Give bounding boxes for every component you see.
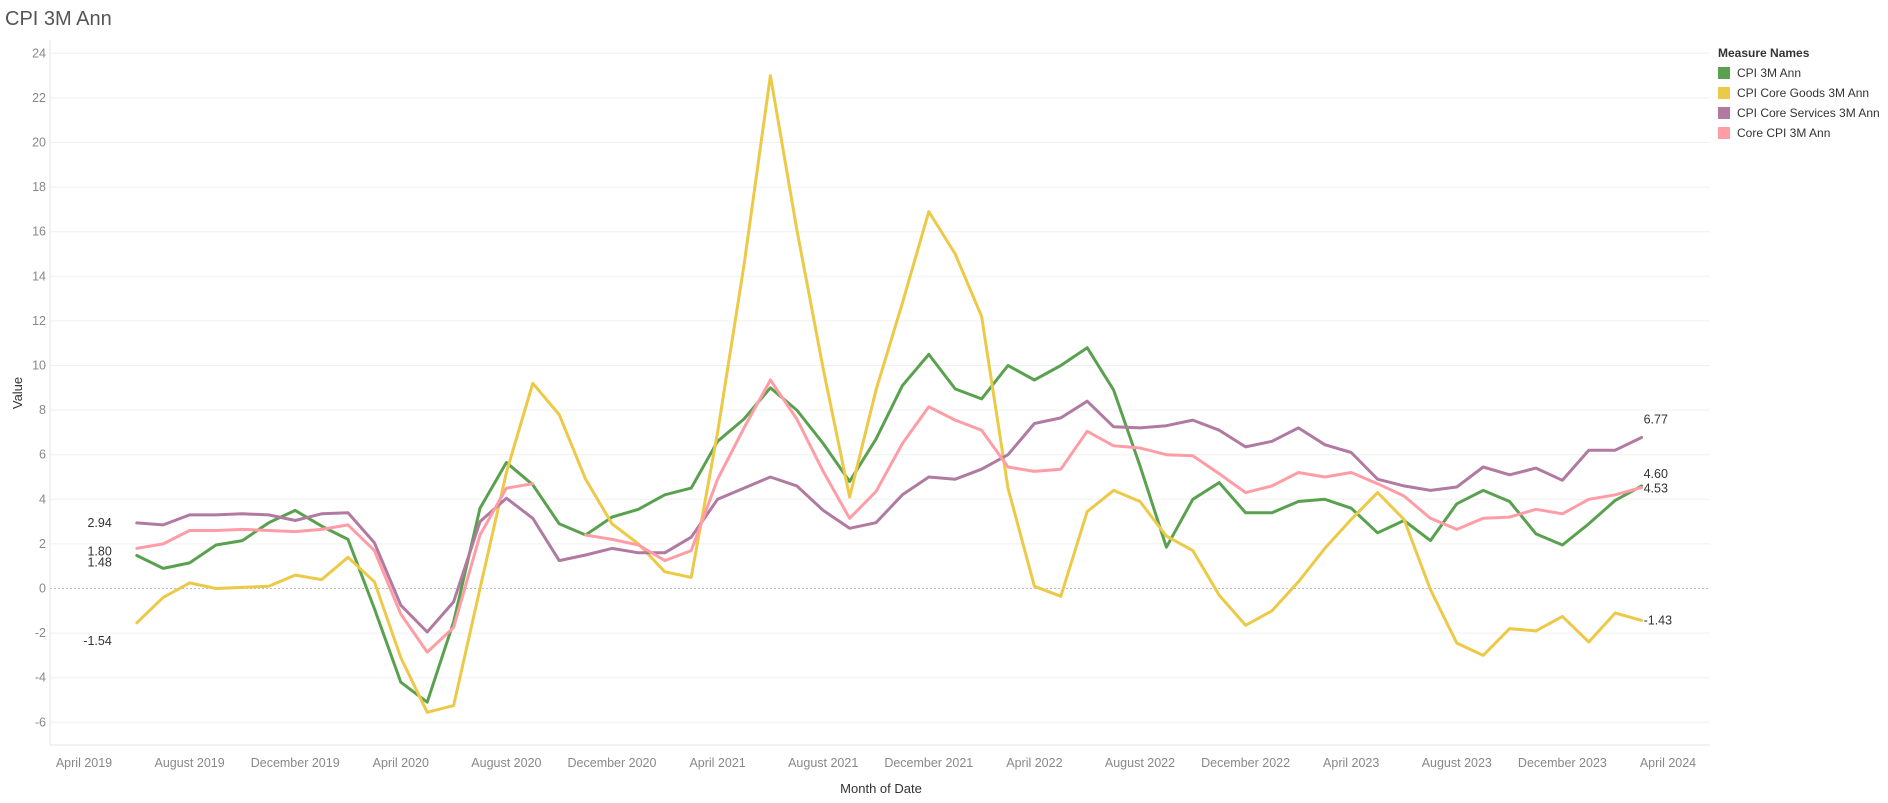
- x-tick-label: December 2020: [568, 756, 657, 770]
- x-tick-label: December 2022: [1201, 756, 1290, 770]
- legend-item[interactable]: CPI 3M Ann: [1718, 63, 1880, 83]
- gridlines: [49, 40, 1710, 746]
- y-tick-label: -4: [35, 671, 46, 685]
- legend: Measure Names CPI 3M Ann CPI Core Goods 3…: [1718, 46, 1880, 143]
- y-tick-label: 14: [32, 269, 46, 283]
- series-line-core-cpi-3m-ann: [135, 378, 1644, 654]
- y-tick-label: 16: [32, 225, 46, 239]
- y-tick-label: 0: [39, 582, 46, 596]
- x-axis-title: Month of Date: [840, 781, 922, 796]
- legend-swatch: [1718, 67, 1730, 79]
- legend-label: Core CPI 3M Ann: [1737, 126, 1831, 140]
- chart-title: CPI 3M Ann: [5, 8, 112, 30]
- y-tick-label: -2: [35, 626, 46, 640]
- y-tick-label: -6: [35, 715, 46, 729]
- start-value-label: -1.54: [83, 634, 112, 648]
- legend-label: CPI 3M Ann: [1737, 66, 1802, 80]
- x-tick-label: April 2019: [56, 756, 112, 770]
- data-labels: 1.48 4.60 -1.54 -1.43 2.94 6.77 1.80 4.53: [83, 413, 1672, 648]
- y-tick-label: 22: [32, 91, 46, 105]
- end-value-label: 4.60: [1644, 467, 1668, 481]
- y-axis-title: Value: [10, 377, 25, 409]
- x-tick-label: April 2020: [373, 756, 429, 770]
- x-tick-label: August 2021: [788, 756, 858, 770]
- end-value-label: 4.53: [1644, 481, 1668, 495]
- y-tick-label: 20: [32, 136, 46, 150]
- x-tick-label: April 2023: [1323, 756, 1379, 770]
- legend-label: CPI Core Services 3M Ann: [1737, 106, 1880, 120]
- start-value-label: 1.48: [87, 555, 111, 569]
- x-tick-label: August 2019: [154, 756, 224, 770]
- y-tick-label: 10: [32, 359, 46, 373]
- legend-item[interactable]: CPI Core Services 3M Ann: [1718, 103, 1880, 123]
- legend-item[interactable]: CPI Core Goods 3M Ann: [1718, 83, 1880, 103]
- y-tick-label: 18: [32, 180, 46, 194]
- series-line-cpi-core-goods-3m-ann: [135, 74, 1644, 714]
- x-axis: April 2019 August 2019 December 2019 April …: [56, 756, 1696, 770]
- x-tick-label: December 2019: [251, 756, 340, 770]
- legend-items: CPI 3M Ann CPI Core Goods 3M Ann CPI Core …: [1718, 63, 1880, 143]
- x-tick-label: April 2021: [689, 756, 745, 770]
- series-line-cpi-core-services-3m-ann: [135, 399, 1644, 634]
- x-tick-label: August 2020: [471, 756, 541, 770]
- x-tick-label: April 2024: [1640, 756, 1696, 770]
- legend-swatch: [1718, 127, 1730, 139]
- legend-label: CPI Core Goods 3M Ann: [1737, 86, 1870, 100]
- legend-swatch: [1718, 107, 1730, 119]
- series-line-cpi-3m-ann: [135, 346, 1644, 704]
- end-value-label: -1.43: [1644, 613, 1673, 627]
- y-tick-label: 8: [39, 403, 46, 417]
- x-tick-label: August 2022: [1105, 756, 1175, 770]
- y-tick-label: 12: [32, 314, 46, 328]
- legend-title: Measure Names: [1718, 46, 1810, 60]
- y-tick-label: 2: [39, 537, 46, 551]
- y-tick-label: 4: [39, 492, 46, 506]
- start-value-label: 1.80: [87, 544, 111, 558]
- x-tick-label: December 2021: [884, 756, 973, 770]
- x-tick-label: April 2022: [1006, 756, 1062, 770]
- y-tick-label: 6: [39, 448, 46, 462]
- series-lines: [135, 74, 1644, 714]
- start-value-label: 2.94: [87, 516, 111, 530]
- end-value-label: 6.77: [1644, 413, 1668, 427]
- x-tick-label: December 2023: [1518, 756, 1607, 770]
- legend-item[interactable]: Core CPI 3M Ann: [1718, 123, 1880, 143]
- y-tick-label: 24: [32, 46, 46, 60]
- x-tick-label: August 2023: [1422, 756, 1492, 770]
- legend-swatch: [1718, 87, 1730, 99]
